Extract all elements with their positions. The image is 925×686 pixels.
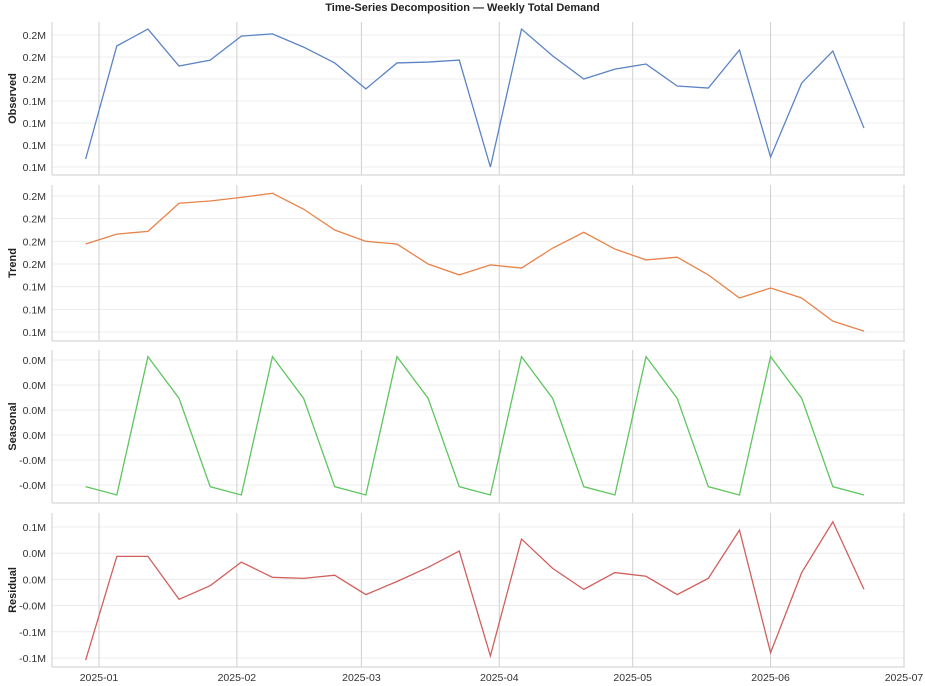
y-tick-label: 0.2M bbox=[23, 74, 46, 86]
y-tick-label: 0.1M bbox=[23, 522, 46, 534]
y-tick-label: -0.1M bbox=[19, 653, 46, 665]
y-tick-label: -0.1M bbox=[19, 627, 46, 639]
y-axis-label: Observed bbox=[7, 73, 19, 124]
y-tick-label: 0.1M bbox=[23, 282, 46, 294]
y-tick-label: 0.2M bbox=[23, 214, 46, 226]
y-tick-label: 0.0M bbox=[23, 574, 46, 586]
panel-residual: 0.1M 0.0M 0.0M -0.0M -0.1M -0.1M Residual bbox=[7, 513, 905, 668]
y-axis-label: Seasonal bbox=[7, 402, 19, 450]
series-line-observed bbox=[85, 27, 865, 168]
y-tick-label: 0.1M bbox=[23, 96, 46, 108]
y-tick-label: 0.1M bbox=[23, 304, 46, 316]
y-tick-label: 0.2M bbox=[23, 30, 46, 42]
y-tick-label: 0.0M bbox=[23, 355, 46, 367]
y-tick-label: -0.0M bbox=[19, 455, 46, 467]
chart-title: Time-Series Decomposition — Weekly Total… bbox=[325, 2, 600, 14]
x-tick-label: 2025-03 bbox=[342, 672, 381, 684]
y-tick-label: 0.2M bbox=[23, 52, 46, 64]
y-tick-label: 0.0M bbox=[23, 430, 46, 442]
y-tick-label: -0.0M bbox=[19, 601, 46, 613]
x-tick-label: 2025-02 bbox=[218, 672, 257, 684]
y-axis-label: Trend bbox=[7, 248, 19, 278]
y-tick-label: 0.1M bbox=[23, 118, 46, 130]
y-tick-label: 0.1M bbox=[23, 140, 46, 152]
x-tick-label: 2025-05 bbox=[613, 672, 652, 684]
y-tick-label: 0.0M bbox=[23, 405, 46, 417]
series-line-seasonal bbox=[85, 355, 865, 496]
y-tick-label: 0.0M bbox=[23, 548, 46, 560]
x-tick-label: 2025-07 bbox=[885, 672, 924, 684]
y-tick-label: 0.0M bbox=[23, 380, 46, 392]
y-tick-label: 0.2M bbox=[23, 191, 46, 203]
x-tick-label: 2025-01 bbox=[80, 672, 119, 684]
y-axis-label: Residual bbox=[7, 567, 19, 613]
y-tick-label: 0.1M bbox=[23, 327, 46, 339]
series-line-residual bbox=[85, 520, 865, 661]
x-tick-label: 2025-04 bbox=[480, 672, 519, 684]
panel-trend: 0.2M 0.2M 0.2M 0.2M 0.1M 0.1M 0.1M Trend bbox=[7, 185, 905, 342]
series-line-trend bbox=[85, 192, 865, 332]
y-tick-label: 0.2M bbox=[23, 236, 46, 248]
y-tick-label: 0.2M bbox=[23, 259, 46, 271]
x-tick-label: 2025-06 bbox=[751, 672, 790, 684]
y-tick-label: 0.1M bbox=[23, 162, 46, 174]
y-tick-label: -0.0M bbox=[19, 480, 46, 492]
panel-observed: 0.2M 0.2M 0.2M 0.1M 0.1M 0.1M 0.1M Observed bbox=[7, 22, 905, 176]
